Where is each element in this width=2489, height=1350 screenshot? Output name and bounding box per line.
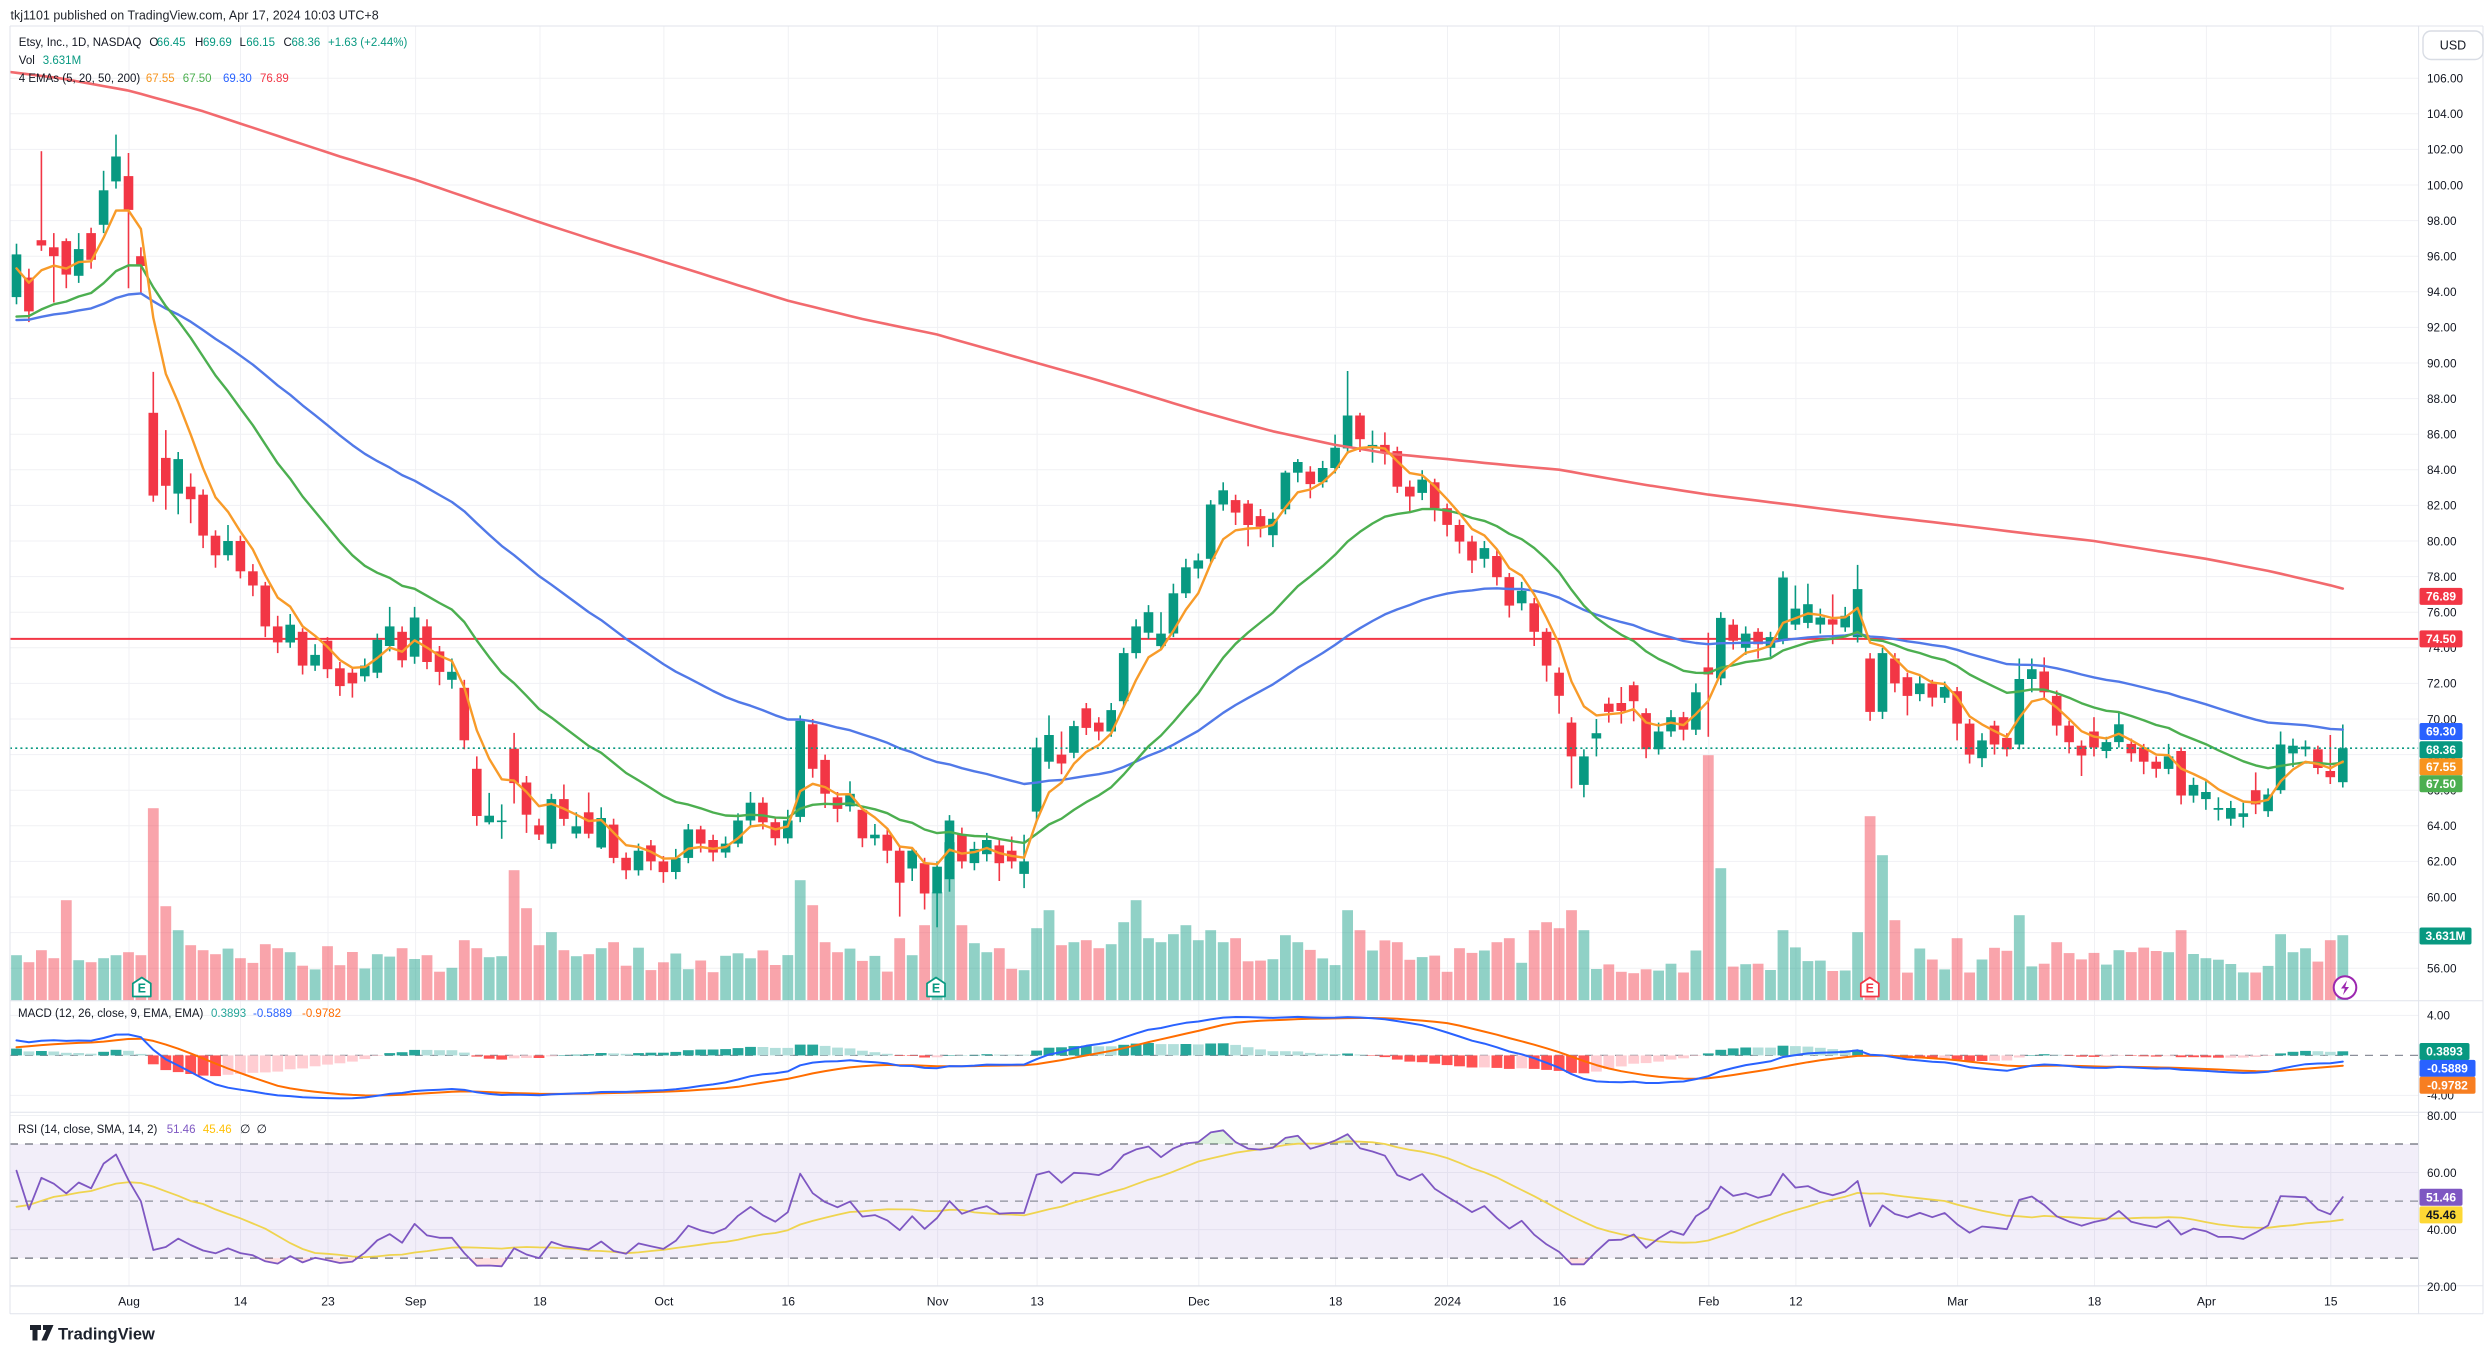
svg-text:76.00: 76.00	[2427, 606, 2457, 620]
svg-text:0.3893: 0.3893	[211, 1008, 246, 1020]
svg-text:Feb: Feb	[1698, 1295, 1719, 1309]
svg-text:51.46: 51.46	[2426, 1191, 2456, 1205]
svg-text:C: C	[284, 37, 292, 49]
svg-text:13: 13	[1030, 1295, 1044, 1309]
svg-text:62.00: 62.00	[2427, 855, 2457, 869]
svg-text:∅: ∅	[257, 1122, 267, 1136]
svg-text:67.50: 67.50	[2426, 777, 2456, 791]
svg-text:76.89: 76.89	[2426, 590, 2456, 604]
svg-text:88.00: 88.00	[2427, 392, 2457, 406]
svg-text:60.00: 60.00	[2427, 1166, 2457, 1180]
svg-text:E: E	[932, 982, 940, 996]
svg-text:74.50: 74.50	[2426, 632, 2456, 646]
svg-text:106.00: 106.00	[2427, 72, 2464, 86]
svg-text:94.00: 94.00	[2427, 285, 2457, 299]
svg-text:67.55: 67.55	[2426, 760, 2456, 774]
svg-text:+1.63 (+2.44%): +1.63 (+2.44%)	[328, 37, 407, 49]
svg-text:82.00: 82.00	[2427, 499, 2457, 513]
svg-text:104.00: 104.00	[2427, 107, 2464, 121]
svg-text:68.36: 68.36	[292, 37, 321, 49]
svg-text:69.30: 69.30	[2426, 725, 2456, 739]
svg-text:96.00: 96.00	[2427, 250, 2457, 264]
svg-text:70.00: 70.00	[2427, 712, 2457, 726]
svg-text:40.00: 40.00	[2427, 1223, 2457, 1237]
svg-text:67.50: 67.50	[183, 73, 212, 85]
svg-text:14: 14	[234, 1295, 248, 1309]
svg-text:102.00: 102.00	[2427, 143, 2464, 157]
svg-text:18: 18	[1329, 1295, 1343, 1309]
svg-text:-0.9782: -0.9782	[2427, 1078, 2468, 1092]
svg-text:O: O	[149, 37, 158, 49]
svg-text:69.69: 69.69	[203, 37, 232, 49]
svg-text:72.00: 72.00	[2427, 677, 2457, 691]
svg-text:4.00: 4.00	[2427, 1009, 2450, 1023]
svg-text:64.00: 64.00	[2427, 819, 2457, 833]
svg-text:3.631M: 3.631M	[43, 55, 81, 67]
svg-text:56.00: 56.00	[2427, 962, 2457, 976]
svg-text:67.55: 67.55	[146, 73, 175, 85]
svg-text:E: E	[138, 982, 146, 996]
svg-text:-0.9782: -0.9782	[302, 1008, 341, 1020]
svg-text:80.00: 80.00	[2427, 1109, 2457, 1123]
svg-text:0.3893: 0.3893	[2426, 1045, 2463, 1059]
svg-text:66.15: 66.15	[246, 37, 275, 49]
svg-text:Nov: Nov	[927, 1295, 950, 1309]
svg-text:16: 16	[782, 1295, 796, 1309]
svg-text:15: 15	[2324, 1295, 2338, 1309]
svg-text:RSI (14, close, SMA, 14, 2): RSI (14, close, SMA, 14, 2)	[18, 1124, 158, 1136]
svg-text:66.45: 66.45	[157, 37, 186, 49]
svg-text:18: 18	[533, 1295, 547, 1309]
svg-text:Mar: Mar	[1947, 1295, 1968, 1309]
svg-text:TradingView: TradingView	[58, 1326, 155, 1344]
svg-text:78.00: 78.00	[2427, 570, 2457, 584]
svg-text:-0.5889: -0.5889	[2427, 1062, 2468, 1076]
svg-text:80.00: 80.00	[2427, 534, 2457, 548]
svg-text:4 EMAs (5, 20, 50, 200): 4 EMAs (5, 20, 50, 200)	[19, 73, 141, 85]
svg-text:23: 23	[321, 1295, 335, 1309]
svg-text:Oct: Oct	[654, 1295, 674, 1309]
svg-text:45.46: 45.46	[2426, 1208, 2456, 1222]
svg-text:86.00: 86.00	[2427, 428, 2457, 442]
svg-text:90.00: 90.00	[2427, 356, 2457, 370]
svg-text:68.36: 68.36	[2426, 743, 2456, 757]
svg-text:20.00: 20.00	[2427, 1280, 2457, 1294]
svg-text:69.30: 69.30	[223, 73, 252, 85]
svg-text:18: 18	[2088, 1295, 2102, 1309]
svg-text:100.00: 100.00	[2427, 178, 2464, 192]
svg-text:E: E	[1866, 982, 1874, 996]
svg-text:H: H	[195, 37, 203, 49]
svg-text:51.46: 51.46	[167, 1124, 196, 1136]
svg-text:L: L	[240, 37, 247, 49]
svg-text:16: 16	[1553, 1295, 1567, 1309]
svg-text:∅: ∅	[240, 1122, 250, 1136]
svg-text:MACD (12, 26, close, 9, EMA, E: MACD (12, 26, close, 9, EMA, EMA)	[18, 1008, 204, 1020]
svg-text:-0.5889: -0.5889	[253, 1008, 292, 1020]
svg-text:Aug: Aug	[118, 1295, 140, 1309]
svg-text:Etsy, Inc., 1D, NASDAQ: Etsy, Inc., 1D, NASDAQ	[19, 37, 142, 49]
svg-text:84.00: 84.00	[2427, 463, 2457, 477]
svg-text:98.00: 98.00	[2427, 214, 2457, 228]
svg-text:Sep: Sep	[405, 1295, 427, 1309]
svg-text:2024: 2024	[1434, 1295, 1461, 1309]
svg-text:USD: USD	[2440, 39, 2466, 53]
svg-text:76.89: 76.89	[260, 73, 289, 85]
svg-text:45.46: 45.46	[203, 1124, 232, 1136]
svg-text:Vol: Vol	[19, 55, 35, 67]
svg-text:tkj1101 published on TradingVi: tkj1101 published on TradingView.com, Ap…	[11, 9, 379, 23]
svg-text:3.631M: 3.631M	[2425, 929, 2465, 943]
svg-text:92.00: 92.00	[2427, 321, 2457, 335]
svg-text:Dec: Dec	[1188, 1295, 1210, 1309]
svg-text:Apr: Apr	[2197, 1295, 2216, 1309]
svg-text:12: 12	[1789, 1295, 1803, 1309]
svg-text:60.00: 60.00	[2427, 890, 2457, 904]
